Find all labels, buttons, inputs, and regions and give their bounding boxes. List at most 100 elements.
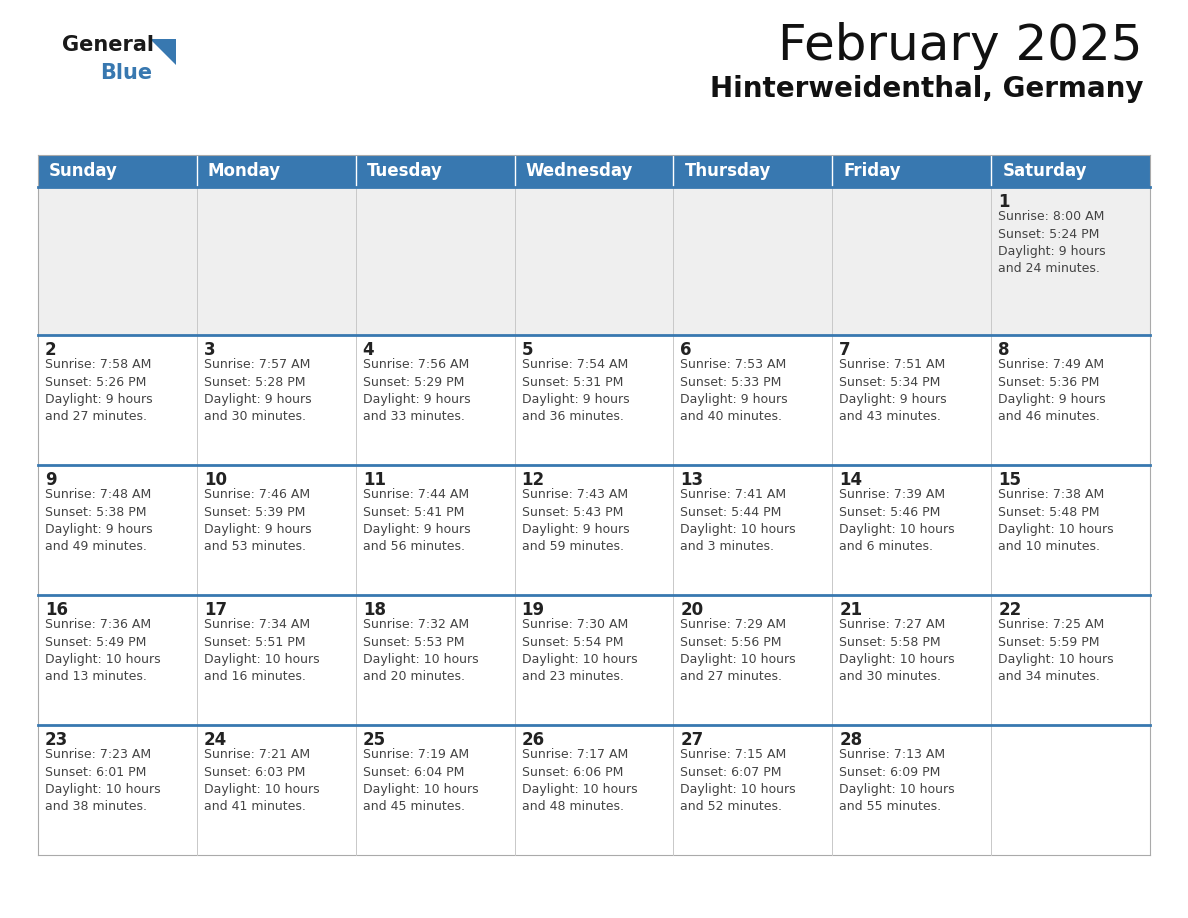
Bar (38, 725, 197, 855)
Bar (38, 465, 197, 595)
Text: Sunrise: 7:51 AM
Sunset: 5:34 PM
Daylight: 9 hours
and 43 minutes.: Sunrise: 7:51 AM Sunset: 5:34 PM Dayligh… (839, 358, 947, 423)
Text: 20: 20 (681, 601, 703, 619)
Text: Sunrise: 7:32 AM
Sunset: 5:53 PM
Daylight: 10 hours
and 20 minutes.: Sunrise: 7:32 AM Sunset: 5:53 PM Dayligh… (362, 618, 479, 684)
Text: 17: 17 (204, 601, 227, 619)
Text: Sunrise: 7:21 AM
Sunset: 6:03 PM
Daylight: 10 hours
and 41 minutes.: Sunrise: 7:21 AM Sunset: 6:03 PM Dayligh… (204, 748, 320, 813)
Text: 1: 1 (998, 193, 1010, 211)
Text: 4: 4 (362, 341, 374, 359)
Text: Sunrise: 7:53 AM
Sunset: 5:33 PM
Daylight: 9 hours
and 40 minutes.: Sunrise: 7:53 AM Sunset: 5:33 PM Dayligh… (681, 358, 788, 423)
Text: 27: 27 (681, 731, 703, 749)
Bar (197, 595, 355, 725)
Text: Blue: Blue (100, 63, 152, 83)
Bar (991, 155, 1150, 187)
Text: 6: 6 (681, 341, 691, 359)
Text: General: General (62, 35, 154, 55)
Text: 16: 16 (45, 601, 68, 619)
Bar (514, 335, 674, 465)
Bar (355, 335, 514, 465)
Text: Sunrise: 7:27 AM
Sunset: 5:58 PM
Daylight: 10 hours
and 30 minutes.: Sunrise: 7:27 AM Sunset: 5:58 PM Dayligh… (839, 618, 955, 684)
Bar (833, 725, 991, 855)
Text: Sunrise: 7:41 AM
Sunset: 5:44 PM
Daylight: 10 hours
and 3 minutes.: Sunrise: 7:41 AM Sunset: 5:44 PM Dayligh… (681, 488, 796, 554)
Text: Sunrise: 7:25 AM
Sunset: 5:59 PM
Daylight: 10 hours
and 34 minutes.: Sunrise: 7:25 AM Sunset: 5:59 PM Dayligh… (998, 618, 1114, 684)
Bar (833, 187, 991, 335)
Bar (355, 155, 514, 187)
Text: 15: 15 (998, 471, 1022, 489)
Text: 7: 7 (839, 341, 851, 359)
Text: Sunrise: 7:23 AM
Sunset: 6:01 PM
Daylight: 10 hours
and 38 minutes.: Sunrise: 7:23 AM Sunset: 6:01 PM Dayligh… (45, 748, 160, 813)
Bar (674, 187, 833, 335)
Text: Sunrise: 7:44 AM
Sunset: 5:41 PM
Daylight: 9 hours
and 56 minutes.: Sunrise: 7:44 AM Sunset: 5:41 PM Dayligh… (362, 488, 470, 554)
Bar (674, 465, 833, 595)
Bar (38, 335, 197, 465)
Bar (355, 595, 514, 725)
Text: Sunrise: 7:56 AM
Sunset: 5:29 PM
Daylight: 9 hours
and 33 minutes.: Sunrise: 7:56 AM Sunset: 5:29 PM Dayligh… (362, 358, 470, 423)
Text: 5: 5 (522, 341, 533, 359)
Bar (514, 725, 674, 855)
Bar (991, 187, 1150, 335)
Bar (355, 465, 514, 595)
Text: 12: 12 (522, 471, 544, 489)
Text: 28: 28 (839, 731, 862, 749)
Bar (514, 155, 674, 187)
Text: 21: 21 (839, 601, 862, 619)
Text: Saturday: Saturday (1003, 162, 1087, 180)
Text: February 2025: February 2025 (778, 22, 1143, 70)
Text: 13: 13 (681, 471, 703, 489)
Text: Monday: Monday (208, 162, 282, 180)
Text: Sunrise: 7:54 AM
Sunset: 5:31 PM
Daylight: 9 hours
and 36 minutes.: Sunrise: 7:54 AM Sunset: 5:31 PM Dayligh… (522, 358, 630, 423)
Bar (514, 595, 674, 725)
Text: Friday: Friday (843, 162, 901, 180)
Text: Sunrise: 7:13 AM
Sunset: 6:09 PM
Daylight: 10 hours
and 55 minutes.: Sunrise: 7:13 AM Sunset: 6:09 PM Dayligh… (839, 748, 955, 813)
Bar (674, 335, 833, 465)
Text: Sunrise: 7:39 AM
Sunset: 5:46 PM
Daylight: 10 hours
and 6 minutes.: Sunrise: 7:39 AM Sunset: 5:46 PM Dayligh… (839, 488, 955, 554)
Bar (38, 155, 197, 187)
Text: Sunrise: 7:15 AM
Sunset: 6:07 PM
Daylight: 10 hours
and 52 minutes.: Sunrise: 7:15 AM Sunset: 6:07 PM Dayligh… (681, 748, 796, 813)
Text: 19: 19 (522, 601, 544, 619)
Text: Sunrise: 7:30 AM
Sunset: 5:54 PM
Daylight: 10 hours
and 23 minutes.: Sunrise: 7:30 AM Sunset: 5:54 PM Dayligh… (522, 618, 637, 684)
Text: Sunrise: 7:29 AM
Sunset: 5:56 PM
Daylight: 10 hours
and 27 minutes.: Sunrise: 7:29 AM Sunset: 5:56 PM Dayligh… (681, 618, 796, 684)
Bar (674, 595, 833, 725)
Bar (197, 187, 355, 335)
Bar (833, 335, 991, 465)
Text: 8: 8 (998, 341, 1010, 359)
Bar (197, 465, 355, 595)
Text: 10: 10 (204, 471, 227, 489)
Text: Hinterweidenthal, Germany: Hinterweidenthal, Germany (709, 75, 1143, 103)
Text: 3: 3 (204, 341, 215, 359)
Text: Sunrise: 7:17 AM
Sunset: 6:06 PM
Daylight: 10 hours
and 48 minutes.: Sunrise: 7:17 AM Sunset: 6:06 PM Dayligh… (522, 748, 637, 813)
Bar (991, 595, 1150, 725)
Bar (833, 595, 991, 725)
Text: Sunrise: 7:46 AM
Sunset: 5:39 PM
Daylight: 9 hours
and 53 minutes.: Sunrise: 7:46 AM Sunset: 5:39 PM Dayligh… (204, 488, 311, 554)
Bar (355, 187, 514, 335)
Text: Sunrise: 7:34 AM
Sunset: 5:51 PM
Daylight: 10 hours
and 16 minutes.: Sunrise: 7:34 AM Sunset: 5:51 PM Dayligh… (204, 618, 320, 684)
Bar (197, 725, 355, 855)
Bar (38, 595, 197, 725)
Text: Sunrise: 7:58 AM
Sunset: 5:26 PM
Daylight: 9 hours
and 27 minutes.: Sunrise: 7:58 AM Sunset: 5:26 PM Dayligh… (45, 358, 152, 423)
Text: 22: 22 (998, 601, 1022, 619)
Text: 24: 24 (204, 731, 227, 749)
Bar (197, 335, 355, 465)
Polygon shape (150, 39, 176, 65)
Text: 2: 2 (45, 341, 57, 359)
Bar (833, 155, 991, 187)
Bar (514, 187, 674, 335)
Text: 14: 14 (839, 471, 862, 489)
Bar (991, 335, 1150, 465)
Text: Sunrise: 7:43 AM
Sunset: 5:43 PM
Daylight: 9 hours
and 59 minutes.: Sunrise: 7:43 AM Sunset: 5:43 PM Dayligh… (522, 488, 630, 554)
Text: 9: 9 (45, 471, 57, 489)
Bar (355, 725, 514, 855)
Bar (38, 187, 197, 335)
Text: Sunrise: 7:38 AM
Sunset: 5:48 PM
Daylight: 10 hours
and 10 minutes.: Sunrise: 7:38 AM Sunset: 5:48 PM Dayligh… (998, 488, 1114, 554)
Text: 26: 26 (522, 731, 544, 749)
Text: 11: 11 (362, 471, 386, 489)
Text: Wednesday: Wednesday (526, 162, 633, 180)
Text: Sunrise: 7:19 AM
Sunset: 6:04 PM
Daylight: 10 hours
and 45 minutes.: Sunrise: 7:19 AM Sunset: 6:04 PM Dayligh… (362, 748, 479, 813)
Bar (833, 465, 991, 595)
Text: Thursday: Thursday (684, 162, 771, 180)
Text: Sunrise: 8:00 AM
Sunset: 5:24 PM
Daylight: 9 hours
and 24 minutes.: Sunrise: 8:00 AM Sunset: 5:24 PM Dayligh… (998, 210, 1106, 275)
Text: Sunday: Sunday (49, 162, 118, 180)
Text: 25: 25 (362, 731, 386, 749)
Text: 18: 18 (362, 601, 386, 619)
Text: Tuesday: Tuesday (367, 162, 443, 180)
Text: Sunrise: 7:36 AM
Sunset: 5:49 PM
Daylight: 10 hours
and 13 minutes.: Sunrise: 7:36 AM Sunset: 5:49 PM Dayligh… (45, 618, 160, 684)
